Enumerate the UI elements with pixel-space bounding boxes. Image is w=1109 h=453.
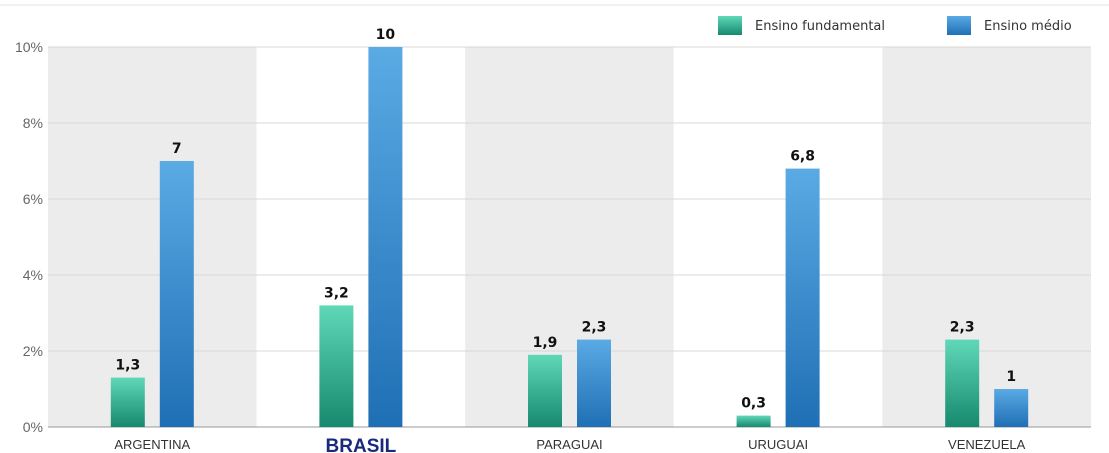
x-tick-label-uruguai: URUGUAI xyxy=(748,437,808,452)
legend: Ensino fundamental Ensino médio xyxy=(718,16,1072,35)
data-label: 0,3 xyxy=(741,396,766,412)
y-tick-label: 6% xyxy=(23,191,43,207)
category-bands xyxy=(48,47,1091,427)
data-label: 7 xyxy=(172,141,182,157)
x-axis: ARGENTINA BRASIL PARAGUAI URUGUAI VENEZUELA xyxy=(114,436,1025,453)
y-tick-label: 0% xyxy=(23,419,43,435)
bar-ensino-medio-brasil xyxy=(368,47,403,427)
x-tick-label-venezuela: VENEZUELA xyxy=(948,437,1026,452)
bar-ensino-fundamental-venezuela xyxy=(945,339,980,427)
y-tick-label: 10% xyxy=(15,39,43,55)
bar-ensino-fundamental-uruguai xyxy=(736,415,771,427)
bar-ensino-medio-paraguai xyxy=(577,339,611,427)
legend-label-ensino-fundamental: Ensino fundamental xyxy=(755,19,885,34)
y-tick-label: 4% xyxy=(23,267,43,283)
bar-ensino-fundamental-brasil xyxy=(319,305,354,427)
category-band-venezuela xyxy=(882,47,1091,427)
y-axis: 0% 2% 4% 6% 8% 10% xyxy=(15,39,1091,435)
legend-label-ensino-medio: Ensino médio xyxy=(984,19,1072,34)
data-label: 1,3 xyxy=(115,358,140,374)
category-band-argentina xyxy=(48,47,257,427)
bar-ensino-medio-argentina xyxy=(159,161,194,427)
legend-swatch-ensino-medio xyxy=(947,16,971,35)
data-label: 6,8 xyxy=(790,149,815,165)
category-band-uruguai xyxy=(673,47,883,427)
category-band-brasil xyxy=(256,47,466,427)
x-tick-label-argentina: ARGENTINA xyxy=(114,437,190,452)
legend-swatch-ensino-fundamental xyxy=(718,16,742,35)
data-label: 1,9 xyxy=(533,335,558,351)
data-label: 2,3 xyxy=(582,320,607,336)
data-label: 1 xyxy=(1006,369,1016,385)
data-label: 3,2 xyxy=(324,285,349,301)
x-tick-label-brasil: BRASIL xyxy=(326,436,397,453)
data-label: 2,3 xyxy=(950,320,975,336)
bar-ensino-fundamental-paraguai xyxy=(528,354,562,427)
bars: 1,3 7 3,2 10 1,9 2,3 0,3 6,8 2,3 1 xyxy=(110,27,1029,427)
category-band-paraguai xyxy=(465,47,674,427)
y-tick-label: 8% xyxy=(23,115,43,131)
x-tick-label-paraguai: PARAGUAI xyxy=(536,437,602,452)
bar-ensino-fundamental-argentina xyxy=(110,377,145,427)
y-tick-label: 2% xyxy=(23,343,43,359)
bar-ensino-medio-venezuela xyxy=(994,389,1029,427)
bar-ensino-medio-uruguai xyxy=(785,168,820,427)
data-label: 10 xyxy=(376,27,396,43)
